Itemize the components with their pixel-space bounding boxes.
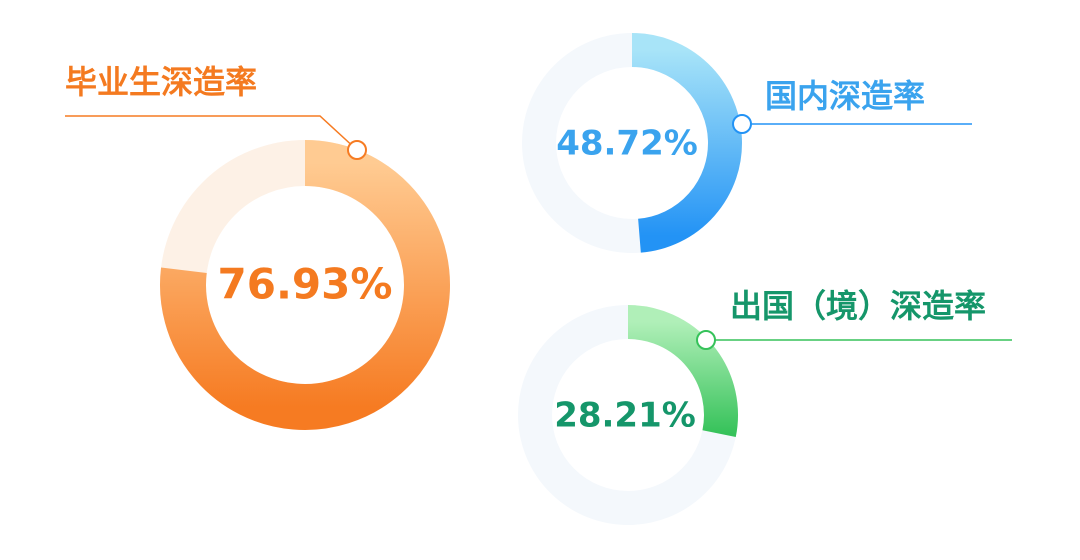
- value-label: 48.72%: [556, 124, 698, 164]
- donut-arc: [627, 305, 738, 438]
- leader-dot: [696, 330, 716, 350]
- value-label: 76.93%: [218, 260, 393, 309]
- chart-title: 国内深造率: [765, 77, 925, 115]
- donut-arc: [631, 33, 742, 253]
- chart-title: 毕业生深造率: [65, 63, 257, 101]
- leader-dot: [732, 114, 752, 134]
- value-label: 28.21%: [554, 396, 696, 436]
- leader-dot: [347, 140, 367, 160]
- donut-arc: [160, 140, 450, 430]
- leader-line: [65, 115, 358, 151]
- chart-title: 出国（境）深造率: [730, 287, 986, 325]
